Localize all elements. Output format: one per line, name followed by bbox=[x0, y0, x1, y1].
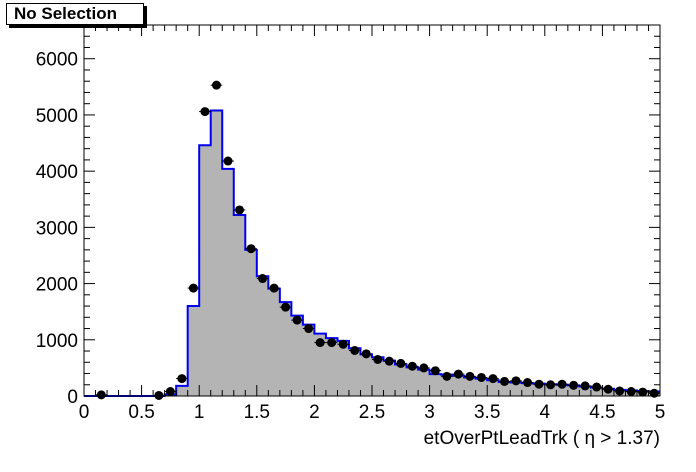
data-point bbox=[235, 205, 245, 215]
data-point bbox=[304, 324, 314, 334]
histogram-bin bbox=[176, 386, 188, 396]
data-point bbox=[557, 379, 567, 389]
data-point bbox=[200, 107, 210, 117]
histogram-fill bbox=[84, 110, 660, 397]
data-point bbox=[327, 338, 337, 348]
data-point bbox=[638, 387, 648, 397]
x-tick-label: 2 bbox=[309, 402, 320, 423]
data-point bbox=[465, 371, 475, 381]
x-tick-label: 1 bbox=[194, 402, 205, 423]
x-tick-label: 3.5 bbox=[474, 402, 500, 423]
histogram-bin bbox=[384, 361, 396, 396]
data-point bbox=[592, 382, 602, 392]
data-point bbox=[96, 390, 106, 400]
histogram-bin bbox=[291, 316, 303, 396]
data-point bbox=[292, 315, 302, 325]
x-axis-label: etOverPtLeadTrk ( η > 1.37) bbox=[424, 428, 660, 449]
data-point bbox=[315, 338, 325, 348]
histogram-bin bbox=[337, 341, 349, 396]
y-tick-label: 5000 bbox=[36, 106, 78, 127]
x-tick-label: 3 bbox=[424, 402, 435, 423]
data-points bbox=[95, 80, 661, 400]
histogram-bin bbox=[199, 145, 211, 396]
y-tick-label: 2000 bbox=[36, 275, 78, 296]
data-point bbox=[188, 283, 198, 293]
data-point bbox=[384, 356, 394, 366]
histogram-bin bbox=[395, 365, 407, 396]
y-tick-label: 6000 bbox=[36, 50, 78, 71]
histogram-bin bbox=[360, 354, 372, 396]
histogram-bin bbox=[303, 325, 315, 396]
data-point bbox=[419, 363, 429, 373]
data-point bbox=[488, 374, 498, 384]
histogram-bin bbox=[407, 367, 419, 396]
histogram-bin bbox=[222, 169, 234, 396]
data-point bbox=[499, 376, 509, 386]
plot-frame-background bbox=[84, 25, 660, 396]
histogram-bin bbox=[453, 376, 465, 396]
histogram-bin bbox=[280, 302, 292, 396]
selection-label: No Selection bbox=[6, 3, 144, 25]
data-point bbox=[154, 390, 164, 400]
data-point bbox=[165, 387, 175, 397]
data-point bbox=[350, 345, 360, 355]
data-point bbox=[373, 354, 383, 364]
histogram-bin bbox=[349, 348, 361, 396]
histogram-bin bbox=[188, 306, 200, 396]
histogram-bin bbox=[418, 370, 430, 396]
data-point bbox=[523, 378, 533, 388]
histogram-bin bbox=[211, 110, 223, 396]
x-tick-label: 0 bbox=[79, 402, 90, 423]
data-point bbox=[580, 381, 590, 391]
y-tick-label: 0 bbox=[67, 387, 78, 408]
x-axis-ticks: 0 0.5 1 1.5 2 2.5 3 3.5 4 4.5 5 bbox=[79, 25, 666, 423]
x-tick-label: 4.5 bbox=[589, 402, 615, 423]
data-point bbox=[649, 388, 659, 398]
data-point bbox=[453, 369, 463, 379]
data-point bbox=[281, 302, 291, 312]
y-tick-label: 4000 bbox=[36, 162, 78, 183]
y-tick-label: 1000 bbox=[36, 331, 78, 352]
data-point bbox=[615, 386, 625, 396]
data-point bbox=[511, 376, 521, 386]
x-tick-label: 1.5 bbox=[244, 402, 270, 423]
data-point bbox=[476, 372, 486, 382]
x-tick-label: 2.5 bbox=[359, 402, 385, 423]
histogram-bin bbox=[234, 215, 246, 396]
data-point bbox=[338, 339, 348, 349]
data-point bbox=[626, 387, 636, 397]
histogram-bin bbox=[245, 250, 257, 396]
x-tick-label: 0.5 bbox=[128, 402, 154, 423]
data-point bbox=[246, 244, 256, 254]
data-point bbox=[534, 379, 544, 389]
data-point bbox=[569, 380, 579, 390]
data-point bbox=[407, 361, 417, 371]
data-point bbox=[258, 274, 268, 284]
y-tick-label: 3000 bbox=[36, 218, 78, 239]
data-point bbox=[396, 358, 406, 368]
data-point bbox=[546, 380, 556, 390]
data-point bbox=[223, 156, 233, 166]
y-axis-ticks: 0 1000 2000 3000 4000 5000 6000 bbox=[36, 24, 660, 408]
data-point bbox=[603, 384, 613, 394]
data-point bbox=[269, 283, 279, 293]
data-point bbox=[430, 366, 440, 376]
x-tick-label: 4 bbox=[540, 402, 551, 423]
data-point bbox=[442, 371, 452, 381]
histogram-bin bbox=[257, 276, 269, 396]
histogram-bin bbox=[268, 289, 280, 396]
x-tick-label: 5 bbox=[655, 402, 666, 423]
data-point bbox=[211, 80, 221, 90]
histogram-bin bbox=[430, 374, 442, 396]
data-point bbox=[177, 374, 187, 384]
data-point bbox=[361, 349, 371, 359]
